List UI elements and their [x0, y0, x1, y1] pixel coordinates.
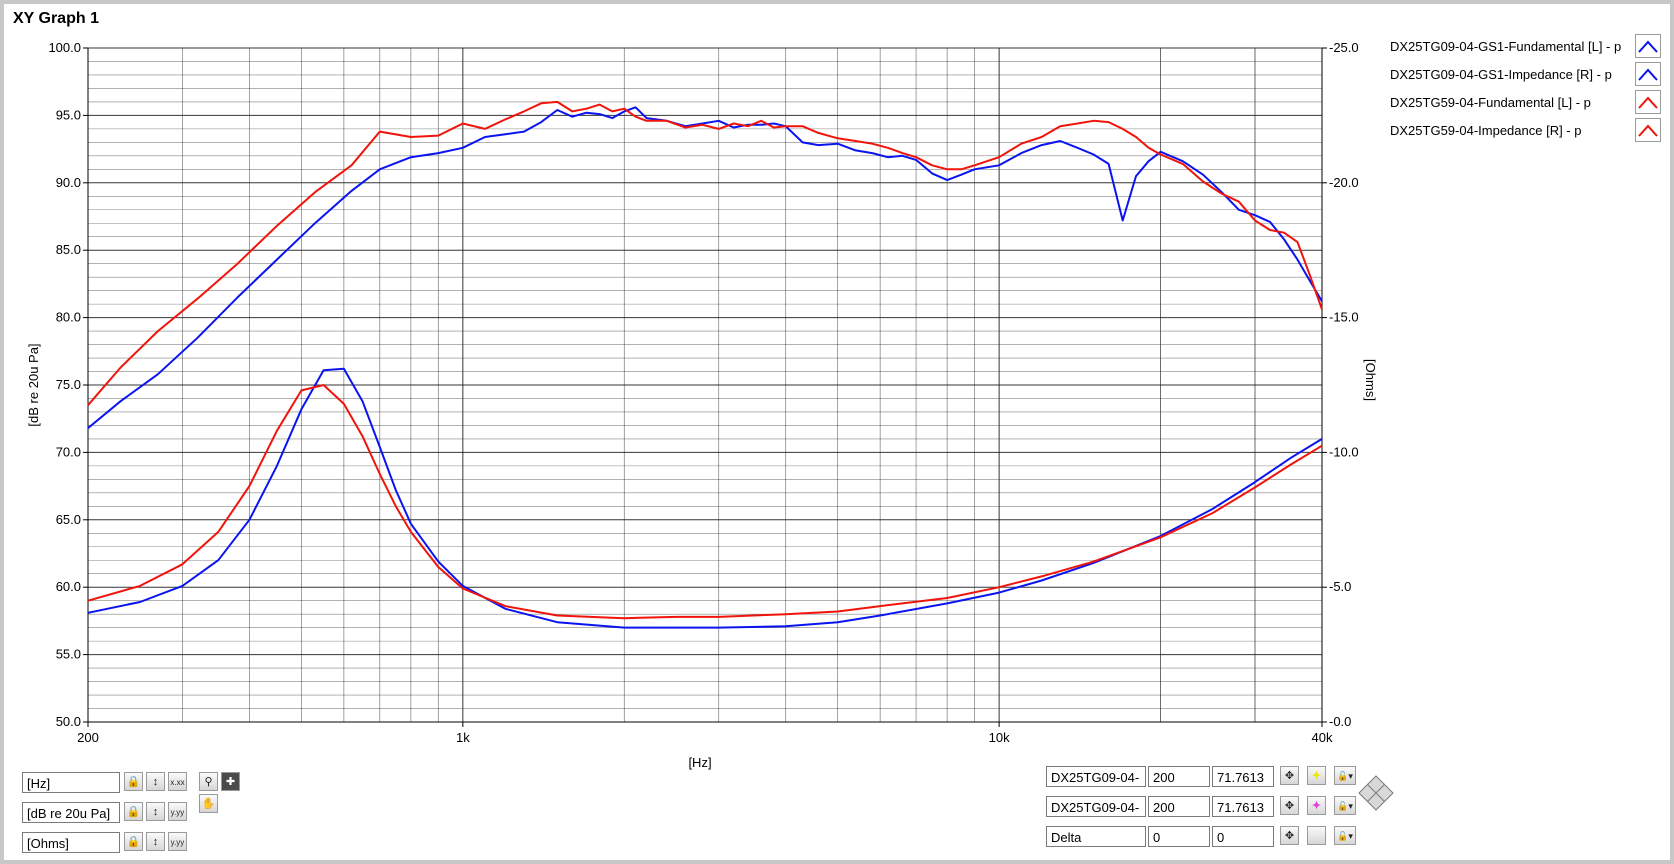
cursor-lock-icon[interactable]: 🔓▾ — [1334, 796, 1356, 815]
cursor-y-field[interactable]: 0 — [1212, 826, 1274, 847]
x-tick-label: 40k — [1312, 730, 1333, 745]
zoom-icon[interactable]: ⚲ — [199, 772, 218, 791]
y2-tick-label: -15.0 — [1329, 310, 1359, 325]
cursor-y-field[interactable]: 71.7613 — [1212, 766, 1274, 787]
y2-axis-label: [Ohms] — [1363, 359, 1378, 401]
y-tick-label: 80.0 — [56, 310, 81, 325]
series-line-3 — [87, 100, 1323, 406]
cursor-x-field[interactable]: 0 — [1148, 826, 1210, 847]
y-tick-label: 75.0 — [56, 377, 81, 392]
legend-item[interactable]: DX25TG59-04-Impedance [R] - p — [1390, 118, 1670, 146]
y-tick-label: 60.0 — [56, 579, 81, 594]
y2-tick-label: -25.0 — [1329, 40, 1359, 55]
cursor-style-icon[interactable] — [1307, 826, 1326, 845]
legend-item[interactable]: DX25TG09-04-GS1-Fundamental [L] - p — [1390, 34, 1670, 62]
scale-name-field[interactable]: [dB re 20u Pa] — [22, 802, 120, 823]
series-line-2 — [87, 367, 1323, 629]
series-line-1 — [87, 106, 1323, 429]
y-tick-label: 85.0 — [56, 242, 81, 257]
cursor-crosshair-icon[interactable]: ✚ — [221, 772, 240, 791]
y-tick-label: 70.0 — [56, 444, 81, 459]
x-tick-label: 10k — [989, 730, 1010, 745]
y-tick-label: 100.0 — [48, 40, 81, 55]
series-line-4 — [87, 384, 1323, 620]
legend-item[interactable]: DX25TG09-04-GS1-Impedance [R] - p — [1390, 62, 1670, 90]
legend-label: DX25TG09-04-GS1-Fundamental [L] - p — [1390, 39, 1622, 54]
line-glyph-icon[interactable] — [1635, 90, 1661, 114]
cursor-move-icon[interactable]: ✥ — [1280, 766, 1299, 785]
scale-name-field[interactable]: [Hz] — [22, 772, 120, 793]
lock-icon[interactable]: 🔒 — [124, 832, 143, 851]
cursor-style-icon[interactable]: ✦ — [1307, 796, 1326, 815]
cursor-move-icon[interactable]: ✥ — [1280, 796, 1299, 815]
y-tick-label: 90.0 — [56, 175, 81, 190]
y2-tick-label: -20.0 — [1329, 175, 1359, 190]
cursor-style-icon[interactable]: ✦ — [1307, 766, 1326, 785]
cursor-lock-icon[interactable]: 🔓▾ — [1334, 766, 1356, 785]
y2-tick-label: -0.0 — [1329, 714, 1351, 729]
y-autoscale-icon[interactable]: ↕ — [146, 832, 165, 851]
y-tick-label: 55.0 — [56, 647, 81, 662]
y-axis-label: [dB re 20u Pa] — [26, 343, 41, 426]
graph-title: XY Graph 1 — [13, 10, 99, 27]
cursor-x-field[interactable]: 200 — [1148, 766, 1210, 787]
legend-label: DX25TG09-04-GS1-Impedance [R] - p — [1390, 67, 1612, 82]
line-glyph-icon[interactable] — [1635, 118, 1661, 142]
cursor-move-diamond-icon[interactable] — [1358, 775, 1394, 811]
cursor-lock-icon[interactable]: 🔓▾ — [1334, 826, 1356, 845]
y-tick-label: 65.0 — [56, 512, 81, 527]
legend-item[interactable]: DX25TG59-04-Fundamental [L] - p — [1390, 90, 1670, 118]
legend-label: DX25TG59-04-Impedance [R] - p — [1390, 123, 1582, 138]
cursor-move-icon[interactable]: ✥ — [1280, 826, 1299, 845]
x-tick-label: 200 — [77, 730, 99, 745]
scale-name-field[interactable]: [Ohms] — [22, 832, 120, 853]
x-tick-label: 1k — [456, 730, 470, 745]
line-glyph-icon[interactable] — [1635, 62, 1661, 86]
y2-tick-label: -10.0 — [1329, 444, 1359, 459]
y-autoscale-icon[interactable]: ↕ — [146, 802, 165, 821]
cursor-name-field[interactable]: DX25TG09-04- — [1046, 796, 1146, 817]
y2-tick-label: -5.0 — [1329, 579, 1351, 594]
cursor-x-field[interactable]: 200 — [1148, 796, 1210, 817]
x-axis-label: [Hz] — [688, 755, 711, 770]
x-autoscale-icon[interactable]: ↕ — [146, 772, 165, 791]
x-format-icon[interactable]: x.xx — [168, 772, 187, 791]
cursor-name-field[interactable]: Delta — [1046, 826, 1146, 847]
cursor-name-field[interactable]: DX25TG09-04- — [1046, 766, 1146, 787]
y-tick-label: 95.0 — [56, 107, 81, 122]
y-tick-label: 50.0 — [56, 714, 81, 729]
y-format-icon[interactable]: y.yy — [168, 832, 187, 851]
line-glyph-icon[interactable] — [1635, 34, 1661, 58]
legend-label: DX25TG59-04-Fundamental [L] - p — [1390, 95, 1591, 110]
cursor-y-field[interactable]: 71.7613 — [1212, 796, 1274, 817]
lock-icon[interactable]: 🔒 — [124, 772, 143, 791]
lock-icon[interactable]: 🔒 — [124, 802, 143, 821]
pan-hand-icon[interactable]: ✋ — [199, 794, 218, 813]
y-format-icon[interactable]: y.yy — [168, 802, 187, 821]
